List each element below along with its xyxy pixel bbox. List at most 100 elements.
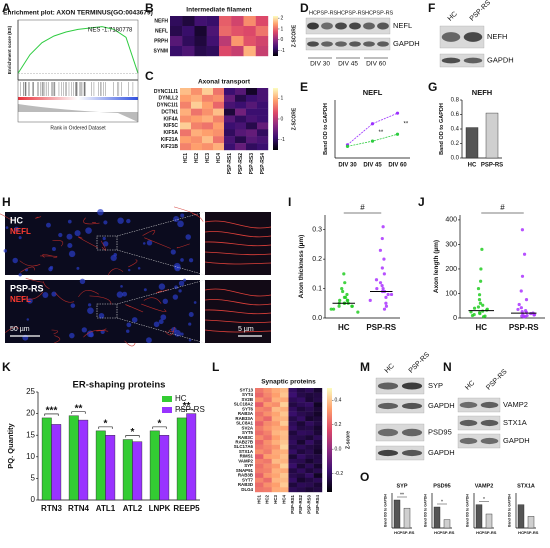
axon xyxy=(83,217,100,225)
heatmap-cell xyxy=(313,487,323,493)
blot-band xyxy=(377,402,399,410)
nucleus xyxy=(81,327,87,333)
heatmap-cell xyxy=(305,425,314,431)
point xyxy=(480,247,484,251)
heatmap-cell xyxy=(280,463,289,469)
nucleus xyxy=(51,291,57,297)
heatmap-cell xyxy=(296,425,306,431)
nucleus xyxy=(158,319,164,325)
row-label: RAB27B xyxy=(235,440,253,445)
heatmap-cell xyxy=(305,411,314,417)
stain-label: NEFL xyxy=(10,295,31,304)
point xyxy=(478,311,482,315)
blot-background xyxy=(375,445,425,461)
heatmap-cell xyxy=(263,458,272,464)
heatmap-cell xyxy=(191,88,203,96)
point xyxy=(350,304,354,308)
x-tick-label: HC xyxy=(518,530,524,535)
heatmap-cell xyxy=(263,388,272,393)
point xyxy=(384,301,388,305)
column-label: HC4 xyxy=(281,494,286,503)
point xyxy=(485,307,489,311)
heatmap-cell xyxy=(313,468,323,474)
nucleus xyxy=(142,242,146,245)
blot-band xyxy=(463,32,483,42)
row-label: SYT7 xyxy=(242,477,254,482)
nucleus xyxy=(162,298,169,304)
heatmap-cell xyxy=(202,129,214,137)
row-label: SNAP91 xyxy=(236,468,254,473)
heatmap-cell xyxy=(224,115,236,123)
heatmap-cell xyxy=(296,454,306,460)
heatmap-cell xyxy=(246,101,258,109)
heatmap-cell xyxy=(180,122,192,130)
heatmap-cell xyxy=(288,406,298,412)
heatmap-cell xyxy=(235,136,247,144)
significance-bracket xyxy=(98,426,113,429)
row-label: SLC18A2 xyxy=(234,402,254,407)
heatmap-cell xyxy=(296,477,306,483)
y-tick-label: 25 xyxy=(26,387,35,396)
bar xyxy=(51,424,62,501)
row-label: RAB3B xyxy=(238,473,253,478)
group-label: DIV 30 xyxy=(310,61,330,68)
nucleus xyxy=(12,257,18,264)
heatmap-cell xyxy=(246,136,258,144)
axon xyxy=(19,291,44,300)
heatmap-cell xyxy=(313,473,323,479)
row-label: DLG4 xyxy=(241,487,253,492)
heatmap-cell xyxy=(219,26,232,37)
row-label: SYT13 xyxy=(240,388,254,393)
point xyxy=(374,278,379,282)
nucleus xyxy=(67,242,73,249)
point xyxy=(395,111,400,115)
heatmap-cell xyxy=(243,46,256,57)
nucleus xyxy=(26,318,30,321)
heatmap-cell xyxy=(296,397,306,403)
heatmap-cell xyxy=(263,454,272,460)
nucleus xyxy=(180,332,184,336)
row-label: SV2B xyxy=(242,397,253,402)
row-label: SYT4 xyxy=(242,392,254,397)
y-axis-label: Band OD to GAPDH xyxy=(424,494,428,527)
chart-title: NEFL xyxy=(363,88,383,97)
point xyxy=(375,286,379,291)
heatmap-cell xyxy=(246,129,258,137)
heatmap-cell xyxy=(180,136,192,144)
heatmap-cell xyxy=(305,388,314,393)
heatmap-cell xyxy=(246,94,258,102)
heatmap-cell xyxy=(182,26,195,37)
nucleus xyxy=(68,250,76,258)
y-tick-label: 0.6 xyxy=(451,112,460,118)
point xyxy=(477,293,482,297)
heatmap-cell xyxy=(180,143,192,151)
colorbar-label: Z-score xyxy=(345,431,351,449)
significance-bracket xyxy=(152,426,167,429)
heatmap-cell xyxy=(288,397,298,403)
blot-band xyxy=(335,22,347,30)
heatmap-cell xyxy=(296,416,306,422)
axon-zoom xyxy=(204,220,272,229)
heatmap-cell xyxy=(180,88,192,96)
row-label: SLC8A1 xyxy=(236,421,253,426)
heatmap-cell xyxy=(191,122,203,130)
heatmap-cell xyxy=(271,440,281,445)
blot-band xyxy=(441,57,461,64)
panel-letter: F xyxy=(428,1,435,15)
nucleus xyxy=(143,288,147,292)
bar xyxy=(149,430,160,501)
nucleus xyxy=(173,262,181,270)
heatmap-cell xyxy=(255,440,264,445)
heatmap-cell xyxy=(180,129,192,137)
scale-bar-label: 5 µm xyxy=(238,326,254,333)
heatmap-cell xyxy=(280,421,289,427)
blot-band xyxy=(480,419,499,427)
heatmap-cell xyxy=(255,425,264,431)
nucleus xyxy=(88,303,92,307)
axon xyxy=(156,289,169,294)
column-label: HC2 xyxy=(194,153,200,163)
heatmap-cell xyxy=(313,435,323,441)
heatmap-cell xyxy=(213,101,225,109)
bar xyxy=(403,507,411,529)
heatmap-cell xyxy=(271,463,281,469)
